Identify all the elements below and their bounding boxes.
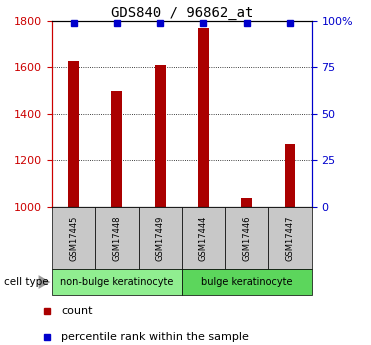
Bar — [52, 269, 182, 295]
Text: GSM17448: GSM17448 — [112, 215, 121, 261]
Bar — [182, 207, 225, 269]
Bar — [52, 207, 95, 269]
Text: non-bulge keratinocyte: non-bulge keratinocyte — [60, 277, 174, 287]
Text: bulge keratinocyte: bulge keratinocyte — [201, 277, 292, 287]
Text: GSM17445: GSM17445 — [69, 215, 78, 261]
Text: count: count — [61, 306, 93, 316]
Bar — [95, 207, 138, 269]
Polygon shape — [39, 275, 50, 289]
Bar — [285, 144, 295, 207]
Title: GDS840 / 96862_at: GDS840 / 96862_at — [111, 6, 253, 20]
Text: cell type: cell type — [4, 277, 48, 287]
Bar — [225, 207, 268, 269]
Text: GSM17446: GSM17446 — [242, 215, 251, 261]
Bar — [241, 198, 252, 207]
Bar — [138, 207, 182, 269]
Bar — [182, 269, 312, 295]
Bar — [268, 207, 312, 269]
Text: GSM17447: GSM17447 — [286, 215, 295, 261]
Bar — [68, 61, 79, 207]
Bar — [198, 28, 209, 207]
Text: GSM17444: GSM17444 — [199, 215, 208, 261]
Bar — [111, 90, 122, 207]
Bar — [155, 65, 165, 207]
Text: percentile rank within the sample: percentile rank within the sample — [61, 332, 249, 342]
Text: GSM17449: GSM17449 — [156, 215, 165, 261]
